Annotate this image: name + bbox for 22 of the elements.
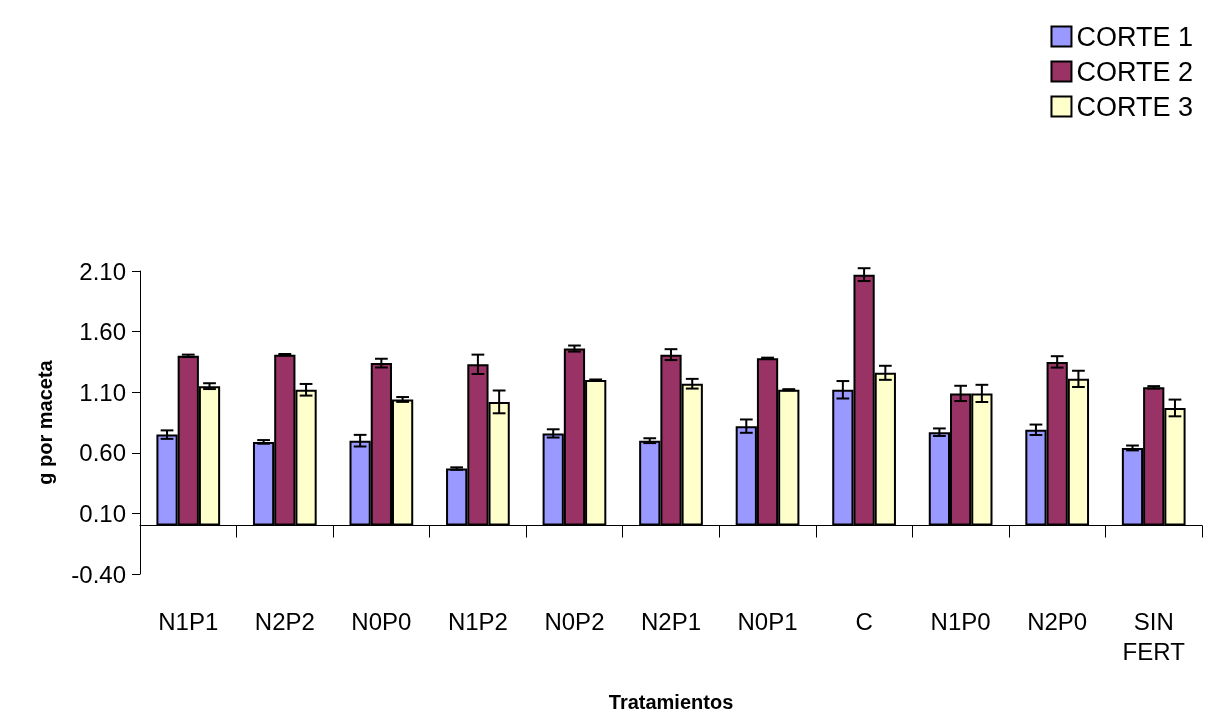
- x-tick-label: N1P1: [158, 607, 219, 635]
- y-tick-label: 2.10: [79, 257, 126, 285]
- x-tick-label: N0P0: [351, 607, 412, 635]
- x-axis-title: Tratamientos: [608, 691, 734, 713]
- x-tick-label: SIN FERT: [1122, 607, 1186, 665]
- x-tick-label: N1P2: [447, 607, 508, 635]
- legend-label: CORTE 3: [1076, 91, 1193, 122]
- x-tick-label: N0P2: [544, 607, 605, 635]
- y-tick-label: -0.40: [71, 560, 126, 588]
- x-tick-label: C: [855, 607, 873, 635]
- x-tick-label: N1P0: [930, 607, 991, 635]
- legend-label: CORTE 2: [1076, 56, 1193, 87]
- y-axis-title: g por maceta: [34, 359, 56, 485]
- y-tick-label: 1.60: [79, 318, 126, 346]
- legend-label: CORTE 1: [1076, 21, 1193, 52]
- x-tick-label: N0P1: [737, 607, 798, 635]
- x-tick-label: N2P0: [1027, 607, 1088, 635]
- y-tick-label: 0.60: [79, 439, 126, 467]
- x-tick-label: N2P1: [640, 607, 702, 635]
- y-tick-label: 1.10: [79, 378, 126, 406]
- y-tick-label: 0.10: [79, 499, 126, 527]
- x-tick-label: N2P2: [254, 607, 315, 635]
